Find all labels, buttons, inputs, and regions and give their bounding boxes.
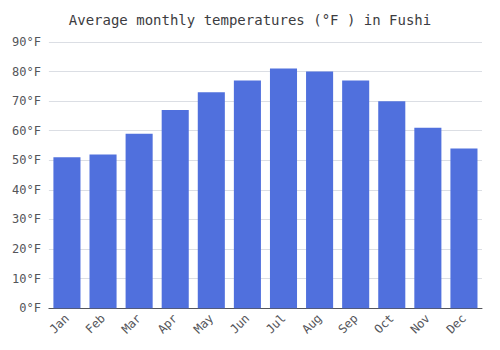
svg-text:Nov: Nov [408,311,433,336]
svg-text:80°F: 80°F [12,65,41,79]
svg-text:Dec: Dec [444,311,469,336]
svg-text:10°F: 10°F [12,272,41,286]
svg-text:40°F: 40°F [12,183,41,197]
svg-text:Jan: Jan [47,311,72,336]
svg-text:30°F: 30°F [12,212,41,226]
svg-text:90°F: 90°F [12,35,41,49]
svg-text:Jul: Jul [263,311,288,336]
svg-text:70°F: 70°F [12,94,41,108]
svg-text:Aug: Aug [299,311,324,336]
svg-text:Mar: Mar [119,311,144,336]
svg-text:Average monthly temperatures (: Average monthly temperatures (°F ) in Fu… [69,12,431,28]
svg-text:60°F: 60°F [12,124,41,138]
svg-text:Oct: Oct [372,311,397,336]
svg-text:May: May [191,311,216,336]
svg-text:Feb: Feb [83,311,108,336]
svg-text:50°F: 50°F [12,153,41,167]
svg-text:Apr: Apr [155,311,180,336]
svg-text:Sep: Sep [335,311,360,336]
svg-text:20°F: 20°F [12,242,41,256]
svg-text:0°F: 0°F [19,301,41,315]
svg-text:Jun: Jun [227,311,252,336]
